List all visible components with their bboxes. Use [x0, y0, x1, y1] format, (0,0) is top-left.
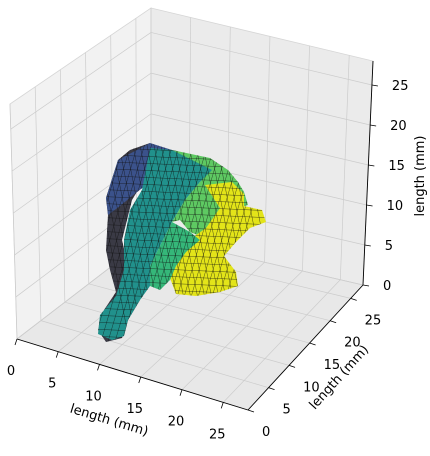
z-tick-label: 20 — [390, 119, 407, 134]
mesh-edge — [98, 188, 266, 198]
mesh-body-green — [172, 150, 248, 238]
y-tick-label: 20 — [344, 336, 361, 351]
x-tick-label: 25 — [209, 427, 226, 442]
y-tick — [350, 298, 357, 301]
mesh-edge — [98, 216, 266, 226]
z-grid-line — [150, 113, 369, 166]
z-tick — [368, 164, 375, 167]
y-grid-line — [40, 320, 269, 389]
x-tick-label: 0 — [7, 364, 15, 379]
z-wall-grid-line — [10, 32, 152, 130]
y-tick-label: 0 — [262, 425, 270, 440]
x-tick — [55, 351, 59, 358]
z-grid-line — [150, 32, 373, 86]
mesh-edge — [120, 143, 182, 342]
mesh-edge — [113, 143, 175, 342]
x-tick — [97, 364, 100, 371]
x-grid-line — [181, 270, 303, 390]
mesh-edge — [98, 143, 140, 342]
y-tick-label: 5 — [283, 403, 291, 418]
y-tick — [247, 409, 255, 413]
x-tick — [138, 376, 142, 384]
z-grid-line — [150, 72, 371, 126]
y-axis-label: length (mm) — [307, 343, 372, 413]
x-tick-label: 10 — [85, 389, 102, 404]
x-tick — [14, 338, 18, 346]
mesh-edge — [98, 209, 266, 219]
x-wall-grid-line — [339, 55, 350, 280]
y-tick-label: 10 — [303, 380, 320, 395]
y-tick — [330, 320, 337, 324]
z-tick-label: 15 — [388, 159, 405, 174]
x-grid-line — [222, 279, 341, 403]
x-grid-line — [140, 261, 265, 378]
x-tick-label: 5 — [48, 377, 56, 392]
z-tick — [370, 124, 377, 127]
mesh-edge — [98, 143, 147, 342]
y-tick — [288, 364, 296, 368]
y-wall-grid-line — [34, 86, 42, 321]
x-tick — [220, 402, 224, 409]
x-axis-line — [16, 338, 249, 411]
y-wall-grid-line — [85, 52, 90, 284]
axes-edges — [16, 60, 374, 411]
mesh-edge — [98, 195, 266, 205]
z-tick-label: 5 — [385, 239, 393, 254]
y-wall-grid-line — [60, 69, 66, 303]
x-wall-grid-line — [264, 36, 271, 263]
z-tick-label: 10 — [387, 199, 404, 214]
mesh-body-yellow — [170, 182, 266, 296]
y-tick — [309, 342, 316, 346]
z-tick — [371, 84, 378, 87]
z-tick-label: 0 — [383, 279, 391, 294]
mesh-edge — [98, 202, 266, 212]
y-wall-grid-line — [9, 103, 18, 340]
z-tick — [364, 244, 371, 247]
mesh-edge — [106, 143, 168, 342]
y-axis-line — [247, 284, 364, 411]
y-tick-label: 25 — [365, 313, 382, 328]
y-tick-label: 15 — [324, 358, 341, 373]
z-tick — [366, 204, 373, 207]
z-axis-line — [362, 60, 374, 286]
z-tick — [362, 284, 370, 287]
mesh-edge — [98, 143, 126, 342]
z-axis-label: length (mm) — [413, 135, 428, 216]
mesh-edge — [99, 143, 161, 342]
z-wall-grid-line — [13, 113, 152, 214]
x-tick-label: 20 — [168, 415, 185, 430]
y-tick — [268, 387, 275, 391]
x-tick — [179, 389, 183, 396]
mesh-edge — [98, 223, 266, 233]
z-tick-label: 25 — [392, 79, 409, 94]
z-wall-grid-line — [11, 72, 152, 172]
mesh-edge — [98, 143, 131, 342]
x-tick-label: 15 — [126, 402, 143, 417]
x-wall-grid-line — [302, 45, 310, 272]
